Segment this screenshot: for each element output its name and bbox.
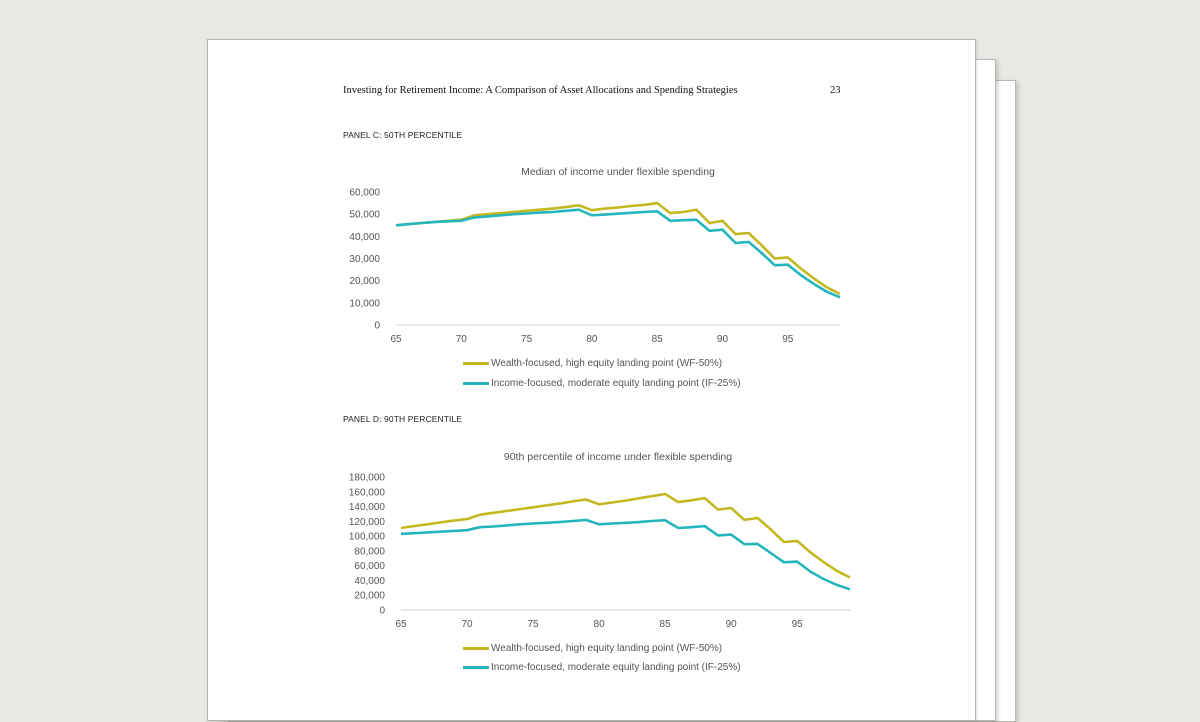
- chart-title: Median of income under flexible spending: [521, 166, 715, 178]
- legend-entry-wealth-focused: Wealth-focused, high equity landing poin…: [463, 641, 722, 655]
- panel-d-chart: 90th percentile of income under flexible…: [349, 451, 851, 630]
- x-tick-label: 70: [461, 619, 473, 630]
- legend-swatch-wealth-focused: [463, 646, 489, 650]
- y-tick-label: 30,000: [349, 254, 380, 265]
- series-line-wealth-focused: [395, 201, 841, 296]
- y-tick-label: 60,000: [354, 561, 385, 572]
- y-tick-label: 0: [374, 321, 380, 332]
- legend-entry-income-focused: Income-focused, moderate equity landing …: [463, 660, 741, 674]
- x-tick-label: 90: [726, 619, 738, 630]
- legend-swatch-income-focused: [463, 665, 489, 669]
- chart-title: 90th percentile of income under flexible…: [504, 451, 732, 463]
- x-tick-label: 70: [456, 334, 468, 345]
- x-tick-label: 80: [586, 334, 598, 345]
- panel-d-label: PANEL D: 90TH PERCENTILE: [343, 414, 463, 424]
- legend-swatch-income-focused: [463, 381, 489, 385]
- y-tick-label: 180,000: [349, 473, 386, 484]
- x-tick-label: 85: [660, 619, 672, 630]
- y-tick-label: 60,000: [349, 188, 380, 199]
- y-tick-label: 20,000: [349, 276, 380, 287]
- y-tick-label: 40,000: [349, 232, 380, 243]
- y-tick-label: 40,000: [354, 576, 385, 587]
- page-number: 23: [830, 85, 841, 96]
- x-tick-label: 65: [395, 619, 407, 630]
- y-tick-label: 0: [379, 606, 385, 617]
- legend-entry-wealth-focused: Wealth-focused, high equity landing poin…: [463, 356, 722, 370]
- x-tick-label: 85: [652, 334, 664, 345]
- series-line-wealth-focused: [400, 492, 851, 579]
- series-line-income-focused: [395, 208, 841, 299]
- document-page: Investing for Retirement Income: A Compa…: [207, 39, 976, 721]
- running-title: Investing for Retirement Income: A Compa…: [343, 85, 738, 96]
- y-tick-label: 140,000: [349, 502, 386, 513]
- legend-label: Wealth-focused, high equity landing poin…: [491, 642, 723, 654]
- x-tick-label: 95: [792, 619, 804, 630]
- x-tick-label: 80: [594, 619, 606, 630]
- y-tick-label: 160,000: [349, 487, 386, 498]
- y-tick-label: 100,000: [349, 532, 386, 543]
- x-tick-label: 65: [390, 334, 402, 345]
- series-line-income-focused: [400, 518, 851, 591]
- y-tick-label: 10,000: [349, 298, 380, 309]
- legend-label: Wealth-focused, high equity landing poin…: [491, 357, 723, 369]
- legend-label: Income-focused, moderate equity landing …: [491, 661, 741, 673]
- x-tick-label: 90: [717, 334, 729, 345]
- y-tick-label: 20,000: [354, 591, 385, 602]
- legend-entry-income-focused: Income-focused, moderate equity landing …: [463, 376, 741, 390]
- panel-c-chart: Median of income under flexible spending…: [349, 166, 841, 345]
- y-tick-label: 80,000: [354, 546, 385, 557]
- x-tick-label: 95: [782, 334, 794, 345]
- legend-label: Income-focused, moderate equity landing …: [491, 377, 741, 389]
- y-tick-label: 120,000: [349, 517, 386, 528]
- x-tick-label: 75: [521, 334, 533, 345]
- y-tick-label: 50,000: [349, 210, 380, 221]
- legend-swatch-wealth-focused: [463, 361, 489, 365]
- panel-c-label: PANEL C: 50TH PERCENTILE: [343, 130, 463, 140]
- x-tick-label: 75: [527, 619, 539, 630]
